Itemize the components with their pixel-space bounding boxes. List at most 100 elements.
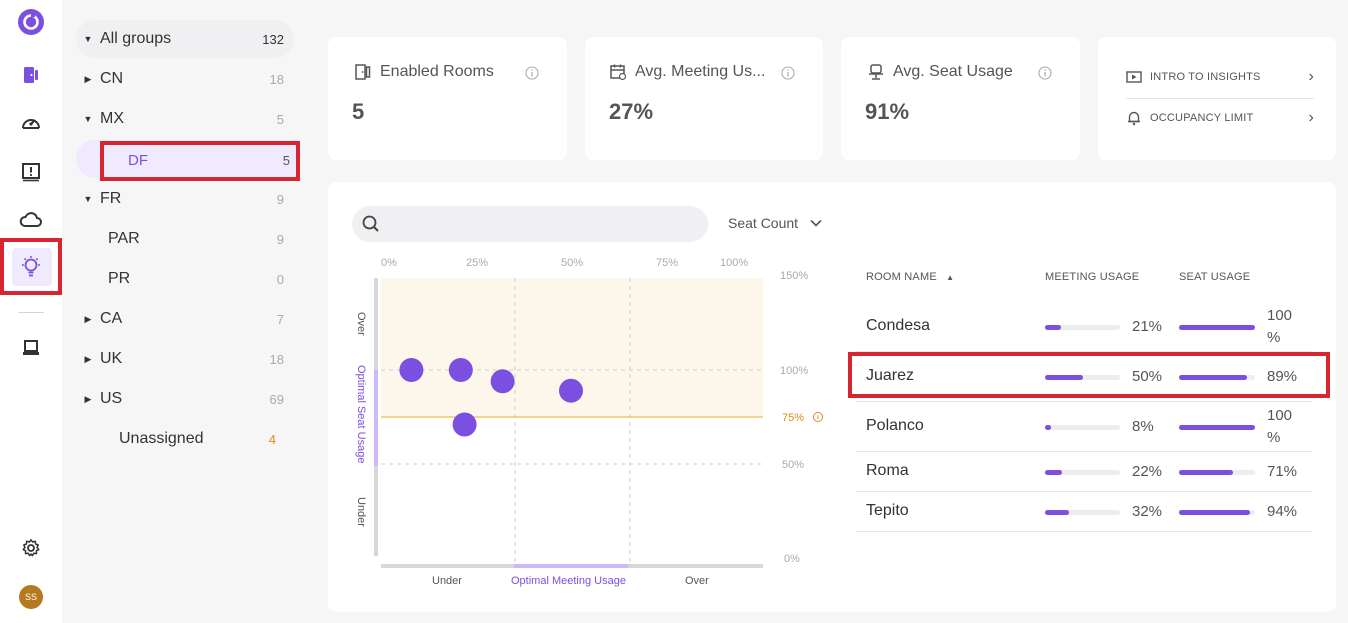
tree-item-uk[interactable]: ▶ UK 18 — [76, 340, 294, 378]
caret-down-icon[interactable]: ▼ — [83, 114, 93, 124]
caret-down-icon[interactable]: ▼ — [83, 194, 93, 204]
seat-usage-bar — [1179, 375, 1255, 380]
seat-count-dropdown[interactable]: Seat Count — [728, 212, 838, 234]
right-tick-100: 100% — [780, 365, 808, 377]
tree-item-count: 18 — [269, 71, 284, 87]
seat-usage-fill — [1179, 510, 1251, 515]
tree-item-label: PR — [108, 270, 131, 287]
column-header-seat-usage[interactable]: SEAT USAGE — [1179, 271, 1251, 283]
info-icon[interactable] — [1038, 66, 1052, 80]
usage-scatter-chart: 0% 25% 50% 75% 100% 150% 100% 75% 50% 0%… — [355, 257, 823, 587]
stat-value: 91% — [865, 99, 910, 124]
info-icon[interactable] — [525, 66, 539, 80]
meeting-usage-bar — [1045, 375, 1120, 380]
scatter-point[interactable] — [399, 358, 424, 382]
room-name: Tepito — [866, 502, 909, 519]
tree-item-count: 5 — [282, 153, 290, 168]
stat-card-meeting-usage: Avg. Meeting Us... 27% — [585, 37, 823, 160]
nav-highlight — [0, 238, 62, 295]
scatter-point[interactable] — [448, 358, 473, 382]
insights-panel: Seat Count 0% 25% 50% 75% 100% 150% 100%… — [328, 182, 1336, 612]
tree-item-fr[interactable]: ▼ FR 9 — [76, 180, 294, 218]
tree-item-label: PAR — [108, 230, 140, 247]
meeting-usage-value: 8% — [1132, 418, 1154, 435]
seat-usage-value: 94% — [1267, 503, 1298, 520]
column-header-meeting-usage[interactable]: MEETING USAGE — [1045, 271, 1140, 283]
tree-item-mx[interactable]: ▼ MX 5 — [76, 100, 294, 138]
meeting-usage-bar — [1045, 470, 1120, 475]
dashboard-icon[interactable] — [15, 108, 47, 140]
alert-icon[interactable] — [15, 156, 47, 188]
seat-usage-fill — [1179, 425, 1255, 430]
link-occupancy-limit[interactable]: OCCUPANCY LIMIT › — [1126, 98, 1314, 138]
device-icon[interactable] — [15, 332, 47, 364]
room-name: Juarez — [866, 367, 915, 384]
top-tick-75: 75% — [656, 257, 678, 269]
tree-item-label: FR — [100, 190, 122, 207]
meeting-usage-fill — [1045, 325, 1061, 330]
tree-item-count: 0 — [276, 271, 284, 287]
meeting-usage-fill — [1045, 470, 1062, 475]
tree-item-all-groups[interactable]: ▼ All groups 132 — [76, 20, 294, 58]
tree-item-unassigned[interactable]: Unassigned 4 — [76, 420, 276, 458]
meeting-usage-fill — [1045, 375, 1083, 380]
y-label-optimal: Optimal Seat Usage — [355, 365, 367, 463]
table-row[interactable]: Polanco 8% 100 % — [856, 402, 1312, 452]
occupancy-info-icon[interactable] — [813, 412, 823, 422]
video-icon — [1126, 71, 1142, 83]
scatter-point[interactable] — [490, 369, 515, 394]
scatter-point[interactable] — [559, 378, 583, 403]
room-icon — [355, 64, 371, 80]
tree-item-par[interactable]: PAR 9 — [76, 220, 294, 258]
caret-right-icon[interactable]: ▶ — [84, 73, 92, 84]
table-row[interactable]: Roma 22% 71% — [856, 452, 1312, 492]
tree-item-df[interactable]: DF 5 — [100, 141, 300, 181]
tree-item-ca[interactable]: ▶ CA 7 — [76, 300, 294, 338]
table-row[interactable]: Tepito 32% 94% — [856, 492, 1312, 532]
tree-item-count: 9 — [276, 231, 284, 247]
meeting-usage-fill — [1045, 425, 1051, 430]
link-label: INTRO TO INSIGHTS — [1150, 71, 1261, 83]
tree-item-count: 7 — [276, 311, 284, 327]
stat-title: Avg. Meeting Us... — [635, 63, 766, 80]
seat-usage-fill — [1179, 325, 1255, 330]
caret-right-icon[interactable]: ▶ — [84, 313, 92, 324]
cloud-icon[interactable] — [15, 204, 47, 236]
caret-right-icon[interactable]: ▶ — [84, 353, 92, 364]
table-row[interactable]: Condesa 21% 100 % — [856, 302, 1312, 352]
tree-item-us[interactable]: ▶ US 69 — [76, 380, 294, 418]
x-label-optimal: Optimal Meeting Usage — [511, 575, 626, 587]
quick-links-card: INTRO TO INSIGHTS › OCCUPANCY LIMIT › — [1098, 37, 1336, 160]
meeting-usage-value: 22% — [1132, 463, 1163, 480]
stat-value: 27% — [609, 99, 654, 124]
dropdown-label: Seat Count — [728, 215, 799, 231]
chevron-right-icon: › — [1308, 109, 1314, 126]
calendar-icon — [610, 64, 627, 81]
settings-icon[interactable] — [15, 532, 47, 564]
tree-item-label: CN — [100, 70, 124, 87]
top-tick-100: 100% — [720, 257, 748, 269]
room-icon[interactable] — [15, 59, 47, 91]
caret-down-icon[interactable]: ▼ — [83, 34, 93, 44]
search-input[interactable] — [390, 214, 690, 234]
logo-icon[interactable] — [15, 6, 47, 38]
tree-item-count: 4 — [268, 431, 276, 447]
table-row[interactable]: Juarez 50% 89% — [856, 352, 1312, 402]
tree-item-cn[interactable]: ▶ CN 18 — [76, 60, 294, 98]
info-icon[interactable] — [781, 66, 795, 80]
tree-item-count: 9 — [276, 191, 284, 207]
seat-usage-bar — [1179, 325, 1255, 330]
tree-item-label: CA — [100, 310, 123, 327]
caret-right-icon[interactable]: ▶ — [84, 393, 92, 404]
tree-item-pr[interactable]: PR 0 — [76, 260, 294, 298]
avatar[interactable]: SS — [19, 585, 43, 609]
insights-icon[interactable] — [15, 251, 47, 283]
meeting-usage-value: 32% — [1132, 503, 1163, 520]
meeting-usage-value: 21% — [1132, 318, 1163, 335]
tree-item-count: 5 — [276, 111, 284, 127]
tree-item-label: US — [100, 390, 123, 407]
scatter-point[interactable] — [452, 412, 477, 437]
column-header-room-name[interactable]: ROOM NAME ▲ — [866, 271, 954, 283]
chevron-down-icon — [810, 219, 822, 227]
link-intro-to-insights[interactable]: INTRO TO INSIGHTS › — [1126, 57, 1314, 97]
